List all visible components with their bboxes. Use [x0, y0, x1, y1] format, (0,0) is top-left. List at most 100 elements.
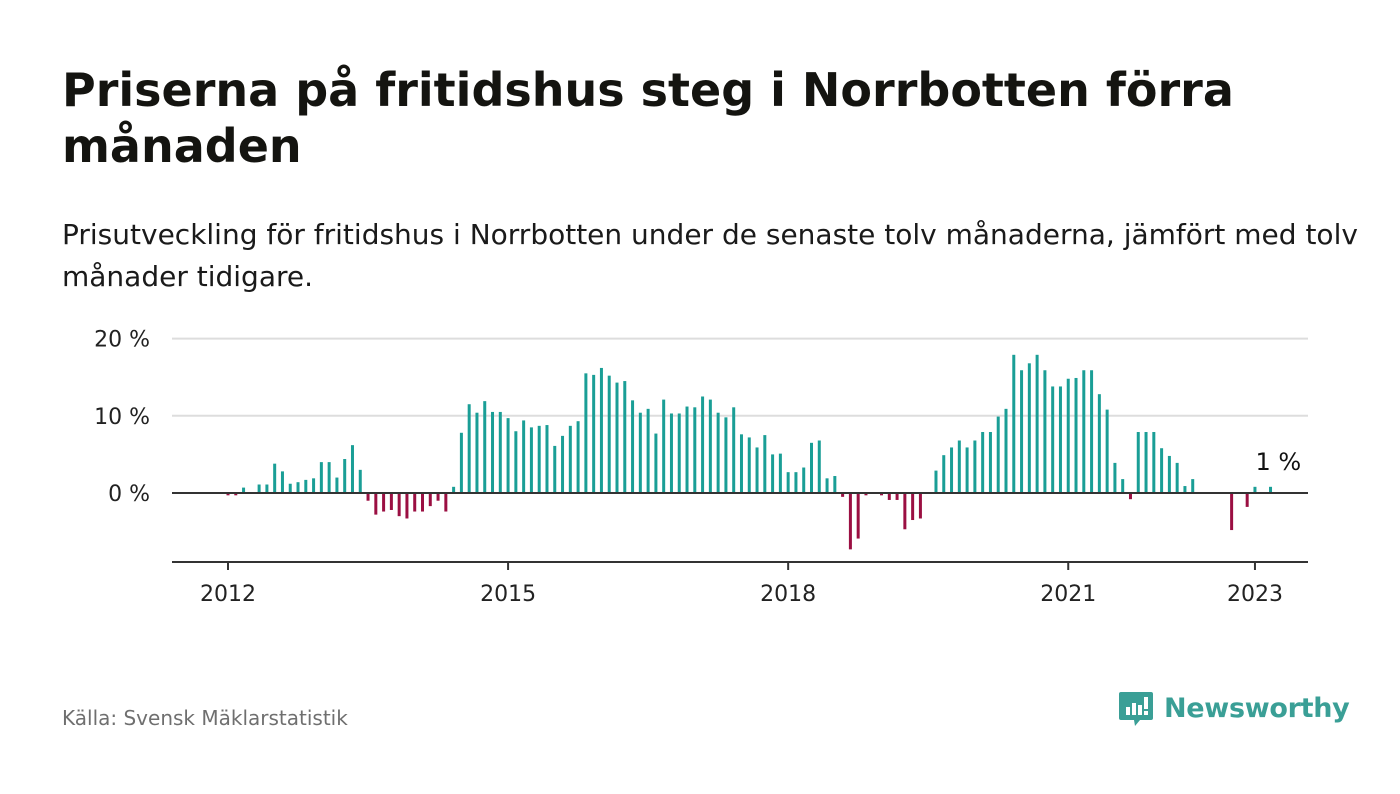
bar — [677, 413, 681, 493]
bar — [335, 477, 339, 493]
bar — [265, 484, 269, 493]
chart-subtitle: Prisutveckling för fritidshus i Norrbott… — [62, 218, 1358, 293]
bar — [568, 425, 572, 493]
source-note: Källa: Svensk Mäklarstatistik — [62, 706, 348, 730]
bar — [1066, 378, 1070, 493]
bar — [996, 416, 1000, 493]
bar — [950, 447, 954, 493]
bar — [864, 493, 868, 496]
newsworthy-logo[interactable]: Newsworthy — [1118, 690, 1350, 726]
bar — [491, 411, 495, 493]
bar — [965, 447, 969, 493]
x-tick-label: 2023 — [1227, 582, 1283, 607]
bar — [669, 413, 673, 493]
bar — [506, 418, 510, 493]
bar — [880, 493, 884, 496]
bar — [1012, 354, 1016, 493]
bar — [903, 493, 907, 530]
newsworthy-logo-icon — [1119, 692, 1153, 726]
bar — [841, 493, 845, 497]
bar — [584, 373, 588, 493]
bar — [343, 459, 347, 493]
bar — [747, 437, 751, 493]
bar — [1113, 462, 1117, 493]
bar — [529, 427, 533, 493]
bar — [724, 417, 728, 493]
bar — [739, 434, 743, 493]
brand-name: Newsworthy — [1164, 692, 1350, 724]
bar — [428, 493, 432, 507]
bar — [1128, 493, 1132, 500]
bar — [716, 412, 720, 493]
bar — [514, 431, 518, 493]
bar — [452, 486, 456, 493]
bar — [257, 484, 261, 493]
bar — [1144, 432, 1148, 493]
bar — [467, 404, 471, 493]
bar — [1183, 486, 1187, 493]
bar — [304, 479, 308, 493]
bar — [786, 472, 790, 493]
y-tick-label: 0 % — [108, 482, 150, 507]
bar — [988, 432, 992, 493]
bar — [981, 432, 985, 493]
bar — [638, 412, 642, 493]
y-tick-label: 10 % — [94, 405, 150, 430]
bar — [327, 462, 331, 493]
bar — [1269, 486, 1273, 493]
bar — [771, 454, 775, 493]
bar — [1191, 479, 1195, 493]
bar — [957, 440, 961, 493]
bar — [397, 493, 401, 517]
bar — [350, 445, 354, 493]
bar — [1121, 479, 1125, 493]
bar — [631, 400, 635, 493]
bar — [226, 493, 230, 496]
bar — [1167, 455, 1171, 493]
bar — [794, 472, 798, 493]
bar — [942, 455, 946, 493]
x-tick-label: 2012 — [200, 582, 256, 607]
bar — [1004, 408, 1008, 493]
bar — [1043, 370, 1047, 493]
bar — [732, 407, 736, 493]
bar — [421, 493, 424, 512]
bar — [599, 367, 603, 493]
bar — [817, 440, 821, 493]
bar — [234, 493, 238, 496]
bar — [553, 445, 557, 493]
bar — [708, 399, 712, 493]
bar — [242, 487, 246, 493]
bar — [693, 407, 697, 493]
bar — [522, 420, 526, 493]
bar — [802, 467, 806, 493]
bar — [459, 432, 463, 493]
bar — [498, 411, 502, 493]
bar — [358, 469, 362, 493]
bar — [366, 493, 370, 501]
bar — [1105, 409, 1109, 493]
bar — [615, 382, 619, 493]
bar — [911, 493, 915, 521]
x-tick-label: 2018 — [760, 582, 816, 607]
bar — [1082, 370, 1086, 493]
bar — [273, 463, 277, 493]
bar — [833, 476, 837, 493]
bar — [561, 435, 565, 493]
bar — [389, 493, 393, 510]
bar — [1136, 432, 1140, 493]
bar — [1245, 493, 1249, 507]
bar — [607, 375, 611, 493]
bar — [701, 396, 705, 493]
bar — [280, 471, 284, 493]
chart-title: Priserna på fritidshus steg i Norrbotten… — [62, 63, 1234, 173]
bar — [1230, 493, 1234, 531]
bar — [296, 482, 300, 493]
bar — [1035, 354, 1039, 493]
bar — [483, 401, 487, 493]
bar — [436, 493, 440, 501]
bar — [413, 493, 417, 512]
bar — [778, 453, 782, 493]
bar — [1160, 448, 1164, 493]
bar — [319, 462, 323, 493]
